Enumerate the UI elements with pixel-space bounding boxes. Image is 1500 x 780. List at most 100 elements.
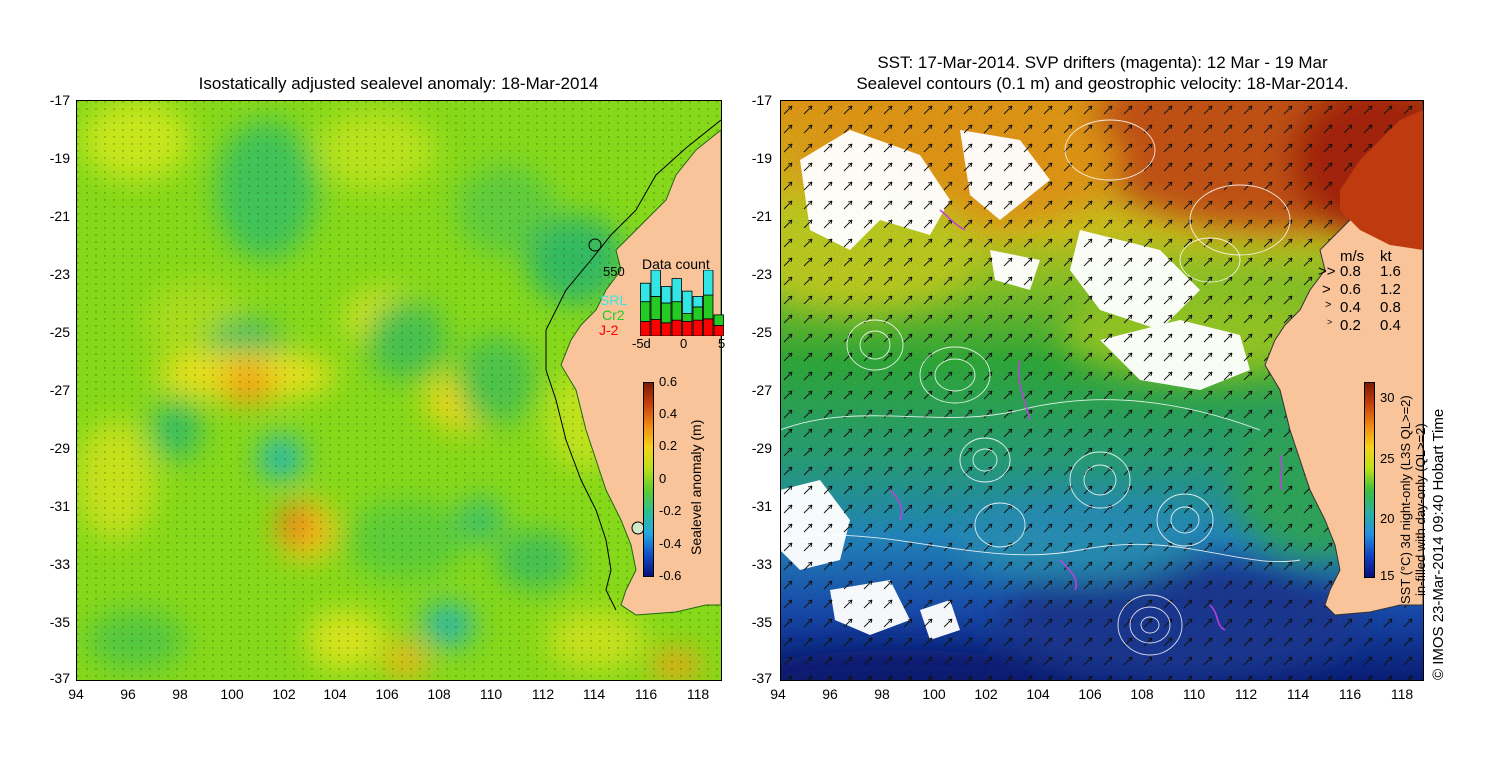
arrow-icon: >> — [1318, 263, 1336, 280]
sealevel-anomaly-map — [76, 100, 721, 680]
sst-colorbar-label-2: in-filled with day-only (QL>=2) — [1413, 423, 1428, 596]
lon-tick: 114 — [582, 686, 606, 702]
sealevel-colorbar-strip — [643, 382, 654, 577]
lon-tick: 114 — [1286, 686, 1310, 702]
count-bar-cr2 — [692, 306, 703, 321]
lon-tick: 100 — [220, 686, 244, 702]
lon-tick: 100 — [922, 686, 946, 702]
lon-tick: 108 — [427, 686, 451, 702]
legend-srl: SRL — [600, 292, 628, 308]
arrow-icon: > — [1327, 317, 1333, 327]
velocity-kt: 0.8 — [1380, 299, 1401, 316]
lon-tick: 96 — [822, 686, 838, 702]
lon-tick: 96 — [120, 686, 136, 702]
lat-tick: -35 — [49, 614, 70, 630]
cb-tick: 0.6 — [659, 374, 678, 389]
velocity-kt: 1.6 — [1380, 263, 1401, 280]
cb-tick: 25 — [1380, 451, 1395, 466]
lat-tick: -33 — [751, 556, 772, 572]
lat-tick: -29 — [49, 440, 70, 456]
count-bar-j2 — [650, 319, 661, 336]
count-bar-cr2 — [682, 313, 693, 322]
lon-tick: 98 — [172, 686, 188, 702]
count-bar-srl — [661, 286, 672, 304]
lat-tick: -31 — [751, 498, 772, 514]
count-bar-cr2 — [661, 302, 672, 324]
lat-tick: -31 — [49, 498, 70, 514]
arrow-icon: > — [1322, 281, 1331, 298]
lat-tick: -19 — [751, 150, 772, 166]
count-bar-srl — [650, 270, 661, 297]
lon-tick: 116 — [1338, 686, 1362, 702]
cb-tick: 30 — [1380, 390, 1395, 405]
sst-colorbar-label-1: SST (°C) 3d night-only (L3S QL>=2) — [1398, 395, 1413, 604]
cb-tick: 15 — [1380, 568, 1395, 583]
lon-tick: 104 — [323, 686, 347, 702]
lat-tick: -25 — [751, 324, 772, 340]
velocity-row: > 0.4 0.8 — [1316, 299, 1416, 317]
lon-tick: 110 — [1182, 686, 1206, 702]
lon-tick: 102 — [272, 686, 296, 702]
count-bar-cr2 — [713, 314, 724, 326]
count-bar-j2 — [661, 322, 672, 336]
lon-tick: 106 — [375, 686, 399, 702]
velocity-row: > 0.2 0.4 — [1316, 317, 1416, 335]
lon-tick: 116 — [634, 686, 658, 702]
count-xtick: 5 — [718, 336, 726, 351]
lon-tick: 94 — [770, 686, 786, 702]
count-bar-cr2 — [650, 295, 661, 320]
velocity-kt: 1.2 — [1380, 281, 1401, 298]
lat-tick: -25 — [49, 324, 70, 340]
right-panel-title-line1: SST: 17-Mar-2014. SVP drifters (magenta)… — [877, 53, 1328, 72]
legend-cr2: Cr2 — [602, 307, 625, 323]
legend-j2: J-2 — [599, 322, 619, 338]
sst-map — [780, 100, 1423, 680]
cb-tick: -0.2 — [659, 503, 682, 518]
sealevel-anomaly-field — [76, 100, 721, 680]
lat-tick: -21 — [49, 208, 70, 224]
lon-tick: 94 — [68, 686, 84, 702]
arrow-icon: > — [1325, 299, 1332, 311]
lat-tick: -17 — [49, 92, 70, 108]
velocity-kt: 0.4 — [1380, 317, 1401, 334]
velocity-ms: 0.8 — [1340, 263, 1361, 280]
count-bar-srl — [692, 295, 703, 308]
count-bar-srl — [703, 270, 714, 296]
left-panel-title: Isostatically adjusted sealevel anomaly:… — [198, 74, 599, 93]
lat-tick: -27 — [49, 382, 70, 398]
lon-tick: 112 — [1234, 686, 1258, 702]
right-panel-title-line2: Sealevel contours (0.1 m) and geostrophi… — [856, 74, 1349, 93]
data-count-max: 550 — [603, 264, 625, 279]
lat-tick: -37 — [49, 670, 70, 686]
lon-tick: 110 — [479, 686, 503, 702]
lon-tick: 108 — [1130, 686, 1154, 702]
lon-tick: 102 — [974, 686, 998, 702]
lon-tick: 98 — [874, 686, 890, 702]
lon-tick: 104 — [1026, 686, 1050, 702]
data-count-title: Data count — [642, 256, 710, 272]
count-bar-j2 — [640, 321, 651, 336]
lat-tick: -19 — [49, 150, 70, 166]
velocity-row: > 0.6 1.2 — [1316, 281, 1416, 299]
cb-tick: 0.4 — [659, 406, 678, 421]
count-bar-srl — [682, 290, 693, 314]
count-xtick: -5d — [632, 336, 651, 351]
lat-tick: -37 — [751, 670, 772, 686]
count-xtick: 0 — [680, 336, 688, 351]
velocity-header-kt: kt — [1380, 248, 1392, 265]
lon-tick: 112 — [531, 686, 555, 702]
count-bar-j2 — [713, 325, 724, 336]
count-bar-cr2 — [671, 301, 682, 321]
cb-tick: 0 — [659, 471, 667, 486]
lat-tick: -29 — [751, 440, 772, 456]
velocity-ms: 0.2 — [1340, 317, 1361, 334]
data-count-chart — [640, 270, 724, 336]
velocity-ms: 0.6 — [1340, 281, 1361, 298]
count-bar-srl — [640, 282, 651, 303]
sealevel-colorbar-label: Sealevel anomaly (m) — [688, 419, 704, 555]
lat-tick: -21 — [751, 208, 772, 224]
lat-tick: -23 — [751, 266, 772, 282]
cb-tick: -0.6 — [659, 568, 682, 583]
count-bar-j2 — [671, 319, 682, 336]
count-bar-cr2 — [640, 301, 651, 322]
